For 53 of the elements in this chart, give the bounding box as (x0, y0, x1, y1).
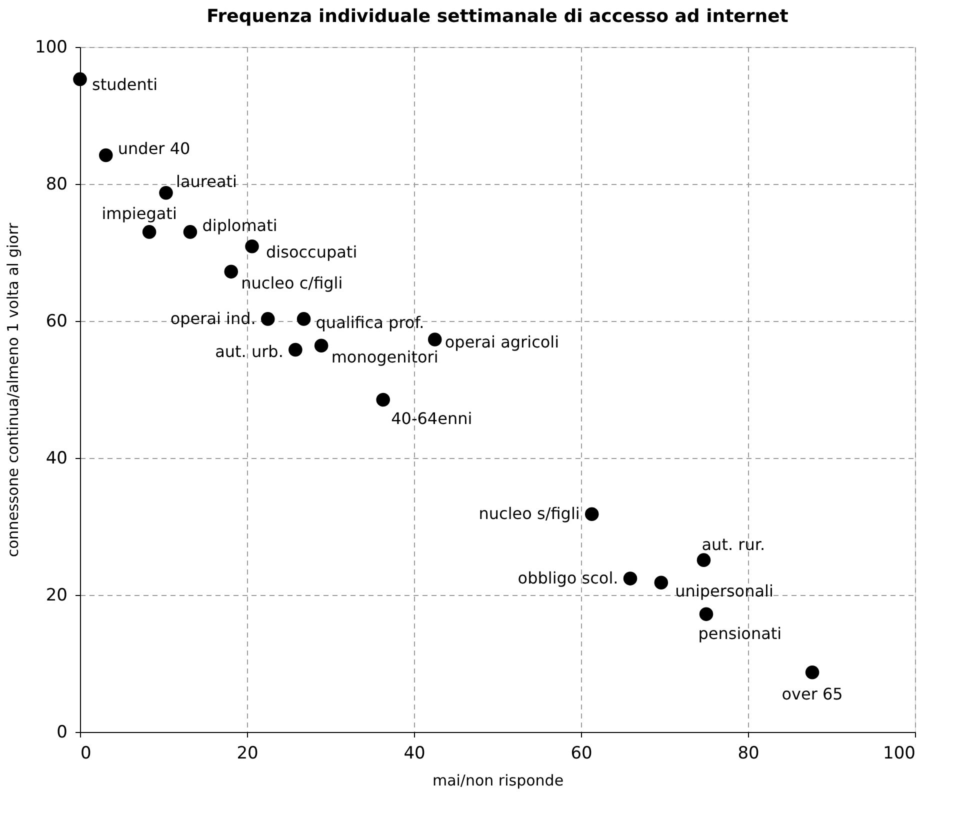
point (428, 332, 442, 346)
annotation: monogenitori (331, 348, 438, 367)
point (260, 312, 275, 326)
annotation: aut. rur. (702, 535, 766, 554)
point (314, 338, 328, 353)
x-tick-label: 40 (404, 744, 426, 764)
point (288, 342, 302, 357)
annotation: 40-64enni (391, 408, 472, 428)
annotation: pensionati (698, 624, 782, 644)
x-tick-label: 100 (883, 744, 916, 764)
y-tick-label: 80 (46, 174, 68, 194)
x-tick-label: 20 (236, 744, 258, 764)
point (376, 392, 390, 407)
point (159, 186, 173, 200)
chart-title: Frequenza individuale settimanale di accesso ad internet (206, 6, 789, 27)
point (296, 312, 311, 326)
point (623, 572, 638, 586)
point (73, 72, 87, 86)
y-tick-label: 60 (46, 312, 68, 332)
annotation: obbligo scol. (518, 568, 618, 588)
annotation: operai ind. (170, 308, 256, 328)
annotation: aut. urb. (215, 342, 284, 361)
y-tick-label: 100 (35, 38, 68, 58)
x-axis-title: mai/non risponde (432, 772, 564, 790)
x-tick-label: 0 (80, 744, 92, 764)
annotation: operai agricoli (444, 332, 560, 352)
annotation: impiegati (102, 204, 177, 223)
x-tick-label: 80 (738, 744, 760, 764)
point (245, 239, 259, 254)
y-tick-label: 0 (56, 722, 68, 742)
point (183, 225, 198, 239)
point (699, 607, 714, 622)
annotation: over 65 (782, 684, 843, 704)
annotation: under 40 (118, 139, 190, 158)
annotation: diplomati (202, 216, 278, 235)
annotation: studenti (92, 75, 158, 94)
annotation: unipersonali (675, 582, 774, 601)
point (805, 666, 820, 680)
annotation: disoccupati (266, 242, 358, 262)
annotation: nucleo c/figli (241, 274, 343, 293)
point (696, 553, 711, 567)
point (584, 507, 599, 522)
x-tick-label: 60 (570, 744, 592, 764)
annotation: nucleo s/figli (478, 504, 580, 524)
point (98, 148, 113, 162)
annotation: laureati (176, 172, 237, 191)
y-tick-label: 20 (46, 586, 68, 606)
point (224, 264, 238, 279)
point (654, 576, 668, 590)
point (142, 225, 156, 239)
y-tick-label: 40 (46, 448, 68, 468)
y-axis-title: connessone continua/almeno 1 volta al giorr (4, 222, 22, 558)
annotation: qualifica prof. (316, 312, 424, 332)
